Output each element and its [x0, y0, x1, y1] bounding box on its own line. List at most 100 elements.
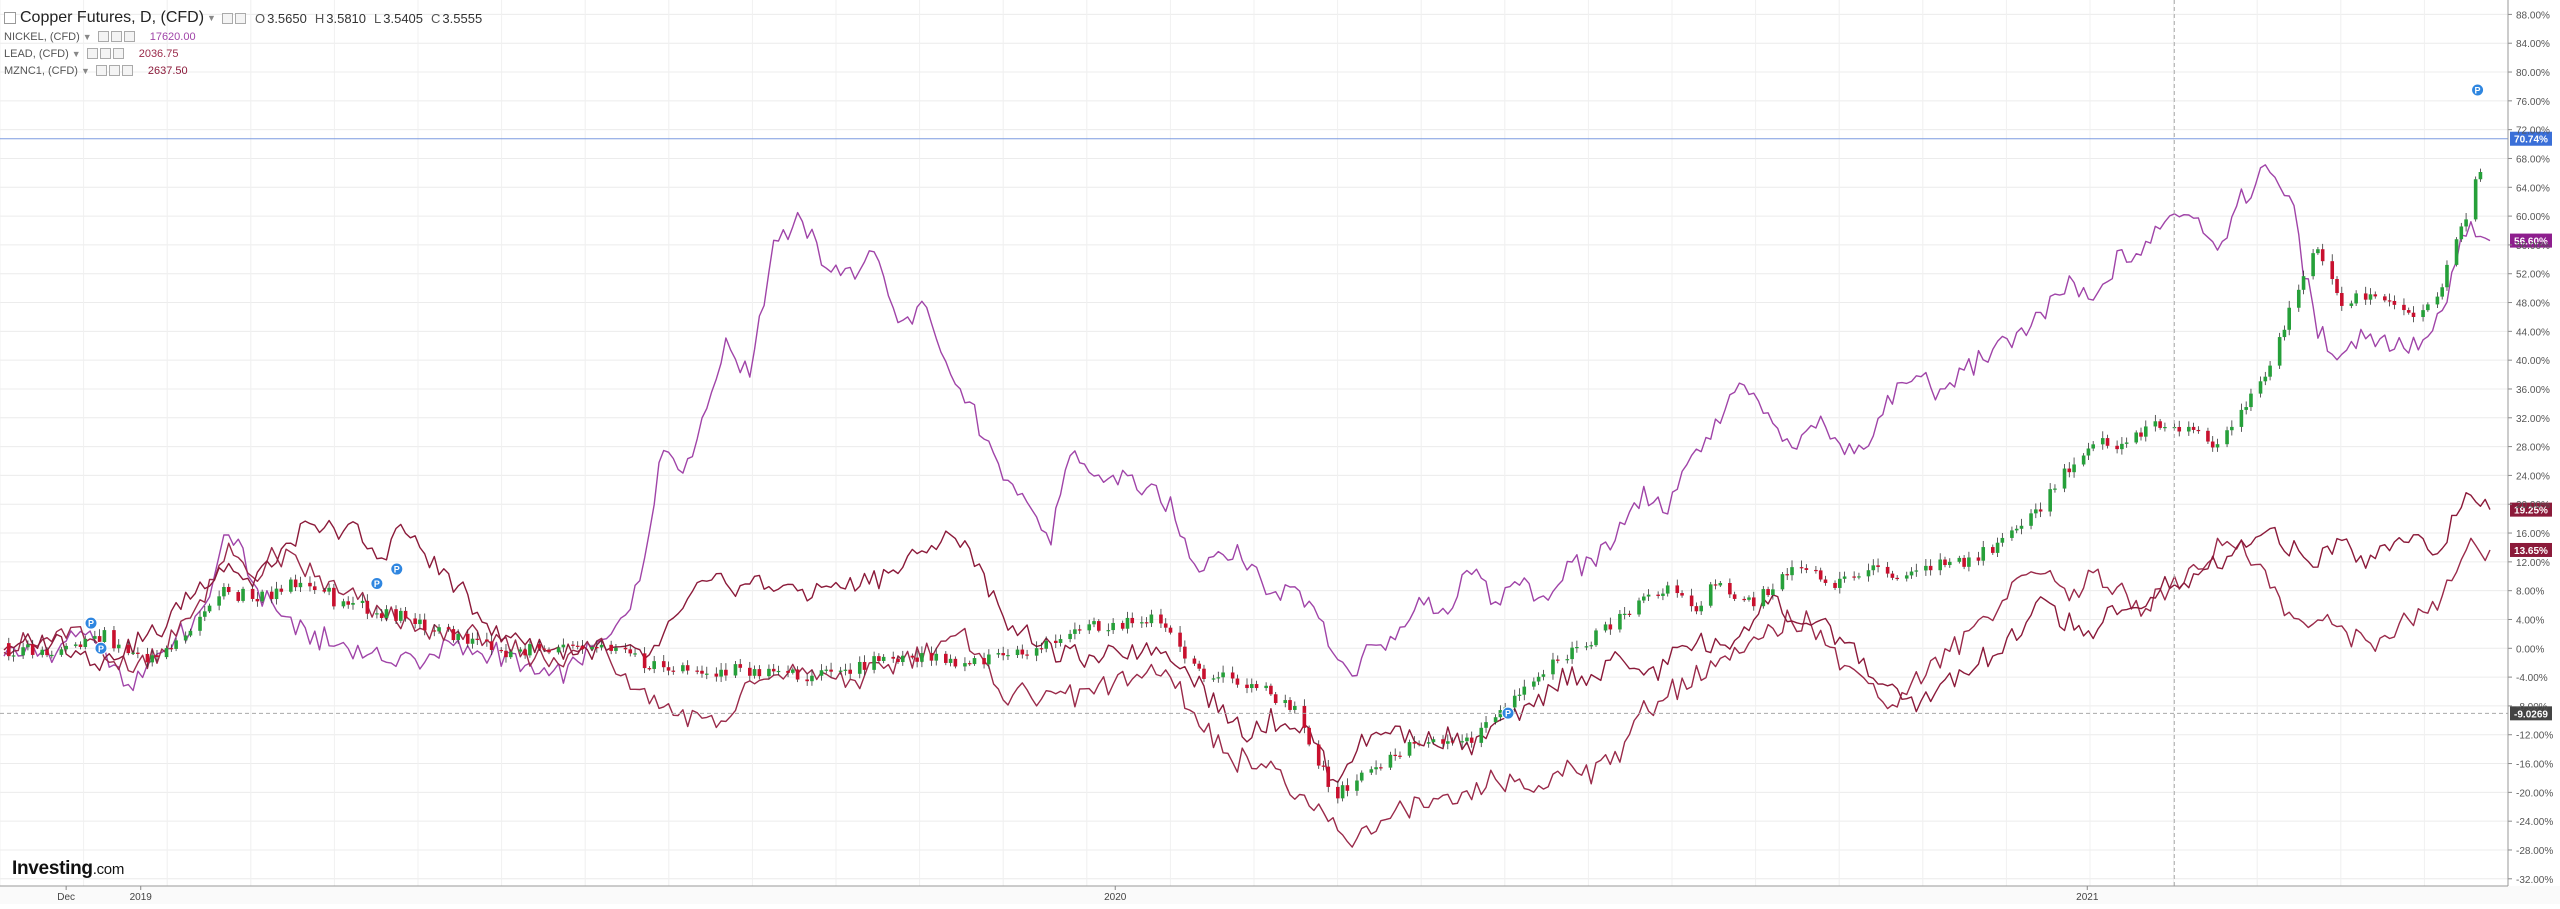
copper-candle: [2268, 365, 2272, 377]
copper-candle: [609, 644, 613, 651]
copper-candle: [1058, 639, 1063, 643]
chevron-down-icon[interactable]: ▼: [82, 31, 92, 42]
copper-candle: [704, 673, 709, 675]
legend-item-lead: LEAD, (CFD) ▼ 2036.75: [4, 45, 482, 62]
copper-candle: [1273, 694, 1278, 703]
close-icon[interactable]: [123, 31, 135, 42]
settings-icon[interactable]: [97, 31, 109, 42]
copper-candle: [1183, 646, 1187, 659]
chevron-down-icon[interactable]: ▼: [207, 13, 216, 23]
y-tick-label: 16.00%: [2516, 529, 2550, 540]
copper-candle: [872, 656, 876, 670]
copper-candle: [446, 627, 451, 630]
copper-candle: [45, 649, 49, 656]
copper-candle: [685, 665, 690, 671]
copper-candle: [346, 601, 351, 605]
hide-icon[interactable]: [108, 65, 120, 76]
copper-candle: [2124, 442, 2129, 444]
copper-candle: [1728, 583, 1732, 595]
hide-icon[interactable]: [234, 12, 246, 24]
copper-candle: [1517, 694, 1522, 696]
copper-candle: [1130, 617, 1135, 624]
copper-candle: [1374, 767, 1378, 770]
grid: [0, 0, 2509, 886]
copper-candle: [996, 653, 1001, 655]
copper-candle: [2249, 393, 2253, 408]
copper-candle: [1493, 717, 1498, 723]
copper-candle: [1202, 668, 1206, 679]
x-axis-band: [0, 886, 2560, 904]
copper-candle: [83, 638, 88, 647]
collapse-icon[interactable]: [4, 12, 16, 24]
close-icon[interactable]: [121, 65, 133, 76]
copper-candle: [1484, 722, 1488, 728]
copper-candle: [2316, 249, 2320, 254]
copper-candle: [2368, 294, 2373, 300]
copper-candle: [1077, 629, 1082, 631]
close-icon[interactable]: [112, 48, 124, 59]
chart-title: Copper Futures, D, (CFD): [20, 9, 205, 26]
copper-candle: [126, 644, 131, 654]
hide-icon[interactable]: [99, 48, 111, 59]
copper-candle: [719, 669, 723, 677]
copper-candle: [2091, 444, 2095, 449]
hide-icon[interactable]: [110, 31, 122, 42]
copper-candle: [2454, 239, 2459, 265]
copper-candle: [255, 598, 260, 602]
copper-candle: [1742, 598, 1746, 601]
legend-value: 17620.00: [149, 30, 196, 43]
copper-candle: [2225, 430, 2229, 445]
y-tick-label: 80.00%: [2516, 68, 2550, 79]
chevron-down-icon[interactable]: ▼: [80, 65, 90, 76]
copper-candle: [1460, 741, 1464, 743]
copper-candle: [1584, 646, 1589, 648]
copper-candle: [30, 644, 35, 655]
copper-candle: [1398, 755, 1402, 757]
copper-candle: [1665, 585, 1670, 594]
copper-candle: [2014, 528, 2019, 531]
copper-candle: [451, 629, 456, 641]
y-tick-label: -12.00%: [2516, 731, 2553, 742]
chevron-down-icon[interactable]: ▼: [71, 48, 81, 59]
copper-candle: [470, 638, 475, 644]
copper-candle: [881, 656, 886, 661]
settings-icon[interactable]: [95, 65, 107, 76]
price-label: 19.25%: [2514, 506, 2548, 517]
copper-candle: [2263, 376, 2268, 382]
copper-candle: [1073, 629, 1077, 634]
copper-candle: [2445, 264, 2449, 288]
copper-candle: [1264, 685, 1268, 689]
copper-candle: [1761, 589, 1766, 607]
y-tick-label: 24.00%: [2516, 471, 2550, 482]
copper-candle: [198, 616, 202, 631]
copper-candle: [136, 652, 140, 654]
copper-candle: [1780, 574, 1785, 590]
copper-candle: [1020, 649, 1025, 655]
copper-candle: [929, 653, 934, 661]
settings-icon[interactable]: [86, 48, 98, 59]
copper-candle: [1345, 785, 1350, 791]
event-marker: [84, 616, 98, 630]
copper-candle: [910, 655, 915, 658]
copper-candle: [1904, 575, 1909, 579]
copper-candle: [2373, 294, 2378, 297]
copper-candle: [1555, 659, 1560, 661]
copper-candle: [260, 591, 264, 602]
event-marker: [1501, 706, 1515, 720]
settings-icon[interactable]: [221, 12, 233, 24]
copper-candle: [1140, 622, 1144, 624]
copper-candle: [2244, 407, 2248, 410]
copper-candle: [1646, 594, 1651, 597]
series-line-nickel: [3, 164, 2491, 692]
copper-candle: [623, 647, 628, 650]
copper-candle: [489, 641, 494, 650]
copper-candle: [767, 668, 771, 677]
copper-candle: [1307, 727, 1311, 745]
copper-candle: [1608, 624, 1613, 630]
series-line-lead: [3, 537, 2491, 848]
x-tick-label: 2019: [130, 892, 153, 903]
copper-candle: [681, 665, 685, 672]
copper-candle: [413, 618, 417, 625]
